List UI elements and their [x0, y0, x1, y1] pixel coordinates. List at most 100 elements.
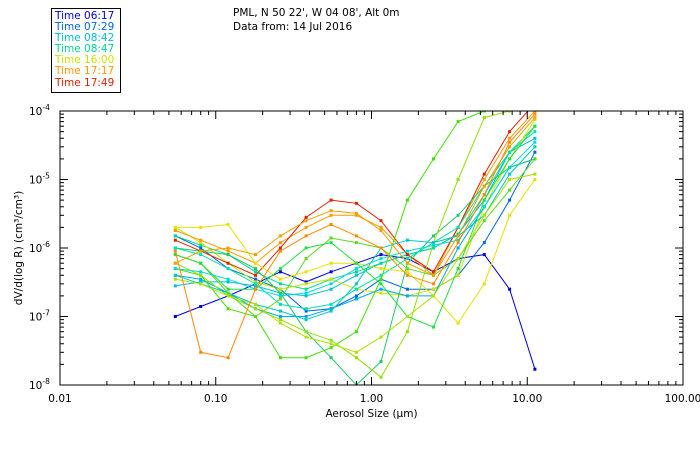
data-point — [304, 294, 308, 298]
data-point — [508, 157, 512, 161]
data-point — [329, 342, 333, 346]
data-point — [456, 178, 460, 181]
data-point — [304, 280, 308, 284]
data-point — [329, 346, 333, 350]
data-point — [456, 241, 460, 245]
data-point — [354, 294, 358, 298]
data-point — [432, 282, 435, 286]
data-point — [508, 165, 512, 169]
data-point — [278, 309, 282, 313]
data-point — [533, 116, 537, 120]
data-point — [456, 246, 460, 250]
x-tick-label: 1.00 — [360, 393, 383, 405]
data-point — [432, 325, 435, 329]
data-point — [456, 213, 460, 217]
data-point — [533, 367, 537, 371]
data-point — [173, 246, 177, 250]
data-point — [199, 277, 203, 281]
data-point — [482, 116, 486, 120]
data-point — [278, 267, 282, 271]
data-point — [278, 246, 282, 250]
data-point — [329, 241, 333, 245]
data-point — [508, 136, 512, 140]
data-point — [533, 145, 537, 149]
data-point — [432, 294, 435, 298]
data-point — [508, 198, 512, 202]
data-point — [432, 234, 435, 238]
data-point — [379, 246, 383, 250]
y-tick-label: 10-8 — [29, 377, 50, 392]
data-point — [508, 130, 512, 134]
data-point — [456, 273, 460, 277]
data-point — [254, 307, 257, 311]
data-point — [354, 211, 358, 215]
data-point — [354, 287, 358, 291]
data-point — [508, 287, 512, 291]
data-point — [354, 282, 358, 286]
data-point — [173, 225, 177, 229]
data-point — [254, 273, 257, 277]
data-point — [173, 249, 177, 253]
data-point — [533, 150, 537, 154]
data-point — [482, 198, 486, 202]
data-point — [173, 253, 177, 257]
x-axis: 0.01 0.10 1.00 10.00 100.00 Aerosol Size (μm) — [48, 111, 700, 420]
y-tick-label: 10-4 — [29, 103, 50, 118]
data-point — [304, 257, 308, 261]
data-point — [254, 302, 257, 306]
series-line-8 — [175, 158, 536, 385]
data-point — [254, 315, 257, 318]
data-point — [482, 111, 486, 113]
data-point — [304, 246, 308, 250]
data-point — [226, 307, 230, 311]
data-point — [173, 315, 177, 318]
data-point — [329, 356, 333, 360]
data-point — [354, 261, 358, 265]
data-point — [278, 249, 282, 253]
data-point — [226, 249, 230, 253]
data-point — [379, 253, 383, 257]
data-point — [199, 350, 203, 354]
data-point — [379, 360, 383, 363]
data-point — [508, 111, 512, 113]
data-point — [456, 238, 460, 242]
y-tick-label: 10-6 — [29, 240, 50, 255]
data-point — [405, 287, 409, 291]
data-point — [354, 234, 358, 238]
data-point — [329, 223, 333, 226]
data-point — [456, 120, 460, 124]
data-point — [173, 267, 177, 271]
data-point — [199, 249, 203, 253]
data-point — [354, 273, 358, 277]
data-point — [304, 225, 308, 229]
data-point — [199, 225, 203, 229]
data-point — [226, 261, 230, 265]
data-point — [304, 318, 308, 322]
data-point — [354, 350, 358, 354]
data-point — [278, 302, 282, 306]
x-tick-label: 100.00 — [665, 393, 700, 405]
data-point — [226, 277, 230, 281]
data-point — [199, 241, 203, 245]
data-point — [304, 315, 308, 318]
data-point — [329, 209, 333, 213]
data-point — [278, 294, 282, 298]
data-point — [304, 234, 308, 238]
legend-item: Time 06:17 — [55, 10, 115, 22]
data-point — [304, 307, 308, 311]
data-point — [304, 215, 308, 219]
data-point — [405, 261, 409, 265]
data-point — [199, 243, 203, 247]
data-point — [329, 261, 333, 265]
data-point — [405, 273, 409, 277]
data-point — [226, 287, 230, 291]
data-point — [482, 213, 486, 217]
data-point — [354, 267, 358, 271]
legend-item: Time 08:47 — [55, 43, 115, 56]
data-point — [432, 270, 435, 274]
y-axis-label: dV/d(log R) (cm³/cm³) — [13, 191, 25, 305]
data-point — [405, 249, 409, 253]
legend-item: Time 17:17 — [55, 65, 115, 78]
data-point — [533, 136, 537, 140]
data-point — [379, 225, 383, 229]
